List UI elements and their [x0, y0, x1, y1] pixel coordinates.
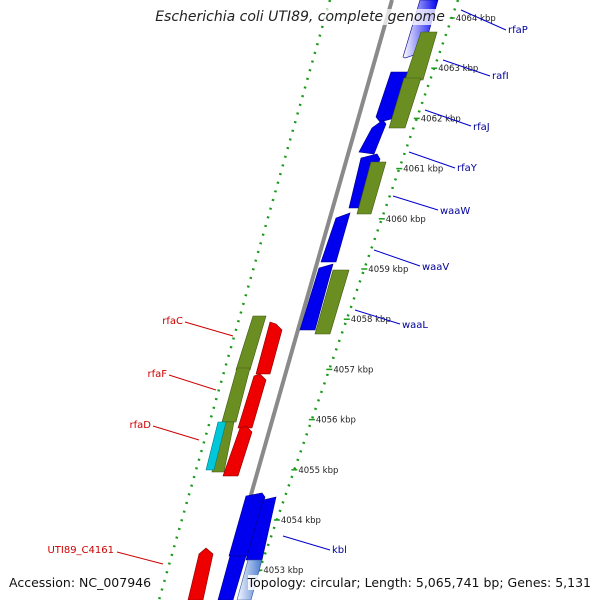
- feature-track: [205, 31, 438, 473]
- gene-red: [187, 547, 214, 600]
- gene-label-rafi: rafI: [492, 71, 509, 82]
- scale-label: 4056 kbp: [316, 416, 356, 426]
- leader-waal: [354, 309, 401, 325]
- scale-label: 4054 kbp: [281, 516, 321, 526]
- gene-red: [222, 425, 253, 477]
- leader-rfac: [184, 321, 234, 337]
- reverse-strand: [187, 321, 283, 600]
- gene-label-rfaj: rfaJ: [473, 122, 490, 133]
- gene-label-uti89: UTI89_C4161: [47, 545, 114, 556]
- label-leaders: [116, 9, 507, 565]
- leader-uti89: [116, 551, 164, 565]
- genome-title: Escherichia coli UTI89, complete genome: [150, 9, 450, 25]
- leader-rfaf: [168, 374, 217, 391]
- gene-label-waaw: waaW: [440, 206, 470, 217]
- gene-label-waal: waaL: [402, 320, 428, 331]
- leader-waaw: [392, 195, 439, 211]
- leader-rfaj: [424, 109, 472, 127]
- outer-dotted-ring: [247, 0, 460, 600]
- feature-green: [221, 367, 251, 423]
- gene-blue: [299, 263, 334, 331]
- gene-label-rfaf: rfaF: [147, 369, 167, 380]
- leader-kbl: [282, 535, 331, 551]
- feature-cyan: [205, 421, 227, 471]
- leader-rfad: [152, 425, 200, 441]
- scale-label: 4064 kbp: [456, 14, 496, 24]
- scale-label: 4055 kbp: [298, 466, 338, 476]
- genome-summary: Topology: circular; Length: 5,065,741 bp…: [247, 575, 591, 590]
- feature-green: [235, 315, 267, 371]
- scale-label: 4058 kbp: [351, 315, 391, 325]
- gene-label-rfac: rfaC: [162, 316, 183, 327]
- scale-label: 4053 kbp: [263, 566, 303, 576]
- leader-rfay: [408, 151, 456, 169]
- gene-blue: [217, 555, 247, 600]
- leader-waav: [373, 249, 421, 267]
- gene-blue: [358, 119, 387, 155]
- accession-label: Accession: NC_007946: [9, 575, 152, 590]
- gene-label-kbl: kbl: [332, 545, 347, 556]
- gene-red: [237, 373, 267, 429]
- gene-labels: rfaP rafI rfaJ rfaY waaW waaV waaL kbl r…: [47, 25, 527, 556]
- scale-ruler: 4064 kbp 4063 kbp 4062 kbp 4061 kbp 4060 kbp…: [256, 14, 496, 576]
- scale-label: 4063 kbp: [438, 64, 478, 74]
- feature-green: [314, 269, 350, 335]
- forward-strand: [217, 0, 439, 600]
- gene-label-rfay: rfaY: [457, 163, 478, 174]
- gene-label-waav: waaV: [422, 262, 449, 273]
- scale-label: 4060 kbp: [386, 215, 426, 225]
- feature-green: [404, 31, 438, 81]
- leader-rafi: [442, 59, 491, 77]
- feature-green: [356, 161, 387, 215]
- scale-label: 4062 kbp: [421, 114, 461, 124]
- scale-label: 4061 kbp: [403, 165, 443, 175]
- leader-rfap: [460, 9, 507, 31]
- scale-label: 4057 kbp: [333, 365, 373, 375]
- scale-label: 4059 kbp: [368, 265, 408, 275]
- gene-red: [255, 321, 283, 375]
- gene-blue: [320, 212, 351, 263]
- gene-label-rfap: rfaP: [508, 25, 528, 36]
- gene-label-rfad: rfaD: [130, 420, 152, 431]
- feature-green: [388, 77, 422, 129]
- gene-blue: [375, 71, 410, 123]
